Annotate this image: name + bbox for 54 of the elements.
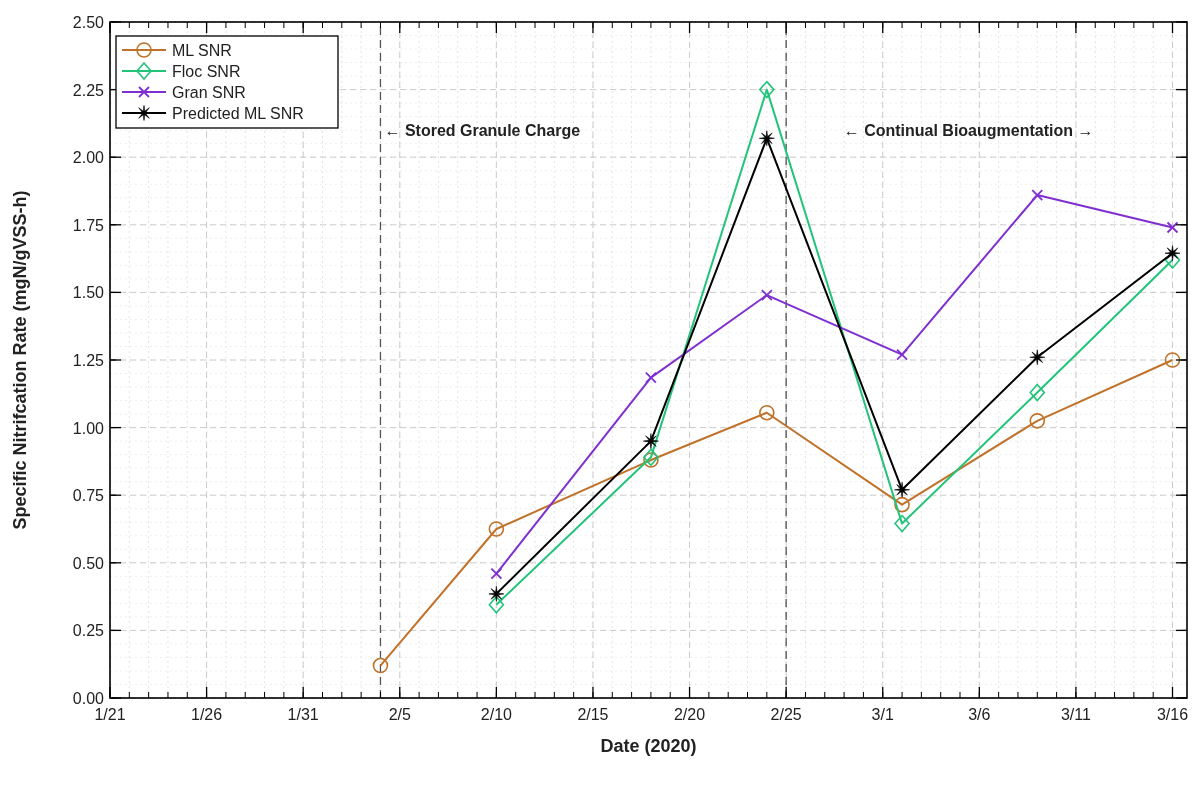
point <box>645 371 657 384</box>
point <box>488 595 505 614</box>
y-tick-label: 1.50 <box>72 284 105 302</box>
point <box>1166 221 1179 234</box>
point <box>894 514 910 533</box>
y-axis-title: Specific Nitrifcation Rate (mgN/gVSS-h) <box>10 190 30 530</box>
point <box>643 448 659 467</box>
annotation: ← Continual Bioaugmentation → <box>843 122 1094 139</box>
point <box>894 496 910 513</box>
legend-label: Gran SNR <box>172 84 246 101</box>
point <box>490 567 503 580</box>
x-tick-label: 1/31 <box>287 706 319 723</box>
legend-label: ML SNR <box>172 42 232 59</box>
x-tick-label: 2/25 <box>770 706 802 723</box>
point <box>896 348 908 361</box>
point <box>1031 189 1044 201</box>
x-tick-label: 2/10 <box>480 706 513 723</box>
x-tick-label: 2/5 <box>388 706 411 723</box>
y-tick-label: 1.00 <box>72 419 105 437</box>
point <box>488 586 505 602</box>
point <box>1029 349 1046 366</box>
point <box>1029 413 1046 429</box>
x-tick-label: 3/1 <box>871 706 894 723</box>
x-tick-label: 3/11 <box>1060 706 1091 723</box>
point <box>759 130 775 147</box>
point <box>894 481 910 498</box>
x-tick-label: 2/15 <box>577 706 609 723</box>
x-tick-label: 2/20 <box>673 706 706 723</box>
y-tick-label: 0.00 <box>72 690 105 707</box>
y-tick-label: 0.50 <box>72 554 105 572</box>
point <box>1029 383 1046 402</box>
x-axis-title: Date (2020) <box>600 736 697 756</box>
point <box>1164 245 1181 261</box>
y-tick-label: 0.75 <box>72 487 105 505</box>
point <box>760 289 773 301</box>
point <box>488 521 505 537</box>
point <box>759 404 775 421</box>
y-tick-label: 0.25 <box>72 622 105 640</box>
y-tick-label: 2.25 <box>72 81 105 99</box>
y-tick-label: 2.50 <box>72 14 105 31</box>
x-tick-label: 1/21 <box>94 706 126 723</box>
annotation: ← Stored Granule Charge <box>384 122 581 139</box>
x-tick-label: 1/26 <box>191 706 223 723</box>
y-tick-label: 1.75 <box>72 216 105 234</box>
point <box>643 433 659 449</box>
point <box>759 80 775 99</box>
y-tick-label: 1.25 <box>72 352 105 369</box>
legend-label: Floc SNR <box>172 63 241 80</box>
point <box>1164 352 1181 368</box>
legend-label: Predicted ML SNR <box>172 105 304 122</box>
x-tick-label: 3/16 <box>1156 706 1189 723</box>
point <box>372 657 389 674</box>
x-tick-label: 3/6 <box>968 706 991 723</box>
y-tick-label: 2.00 <box>72 149 105 167</box>
